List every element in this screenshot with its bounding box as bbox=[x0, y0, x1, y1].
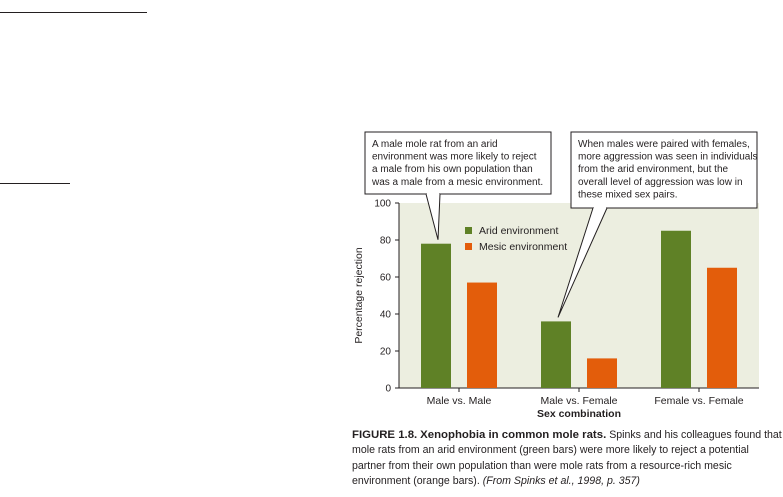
bar-mesic bbox=[707, 267, 737, 388]
figure-caption: FIGURE 1.8. Xenophobia in common mole ra… bbox=[352, 428, 782, 490]
y-tick-label: 40 bbox=[380, 310, 392, 321]
bar-mesic bbox=[587, 358, 617, 388]
callout-box bbox=[570, 131, 758, 209]
legend-swatch bbox=[465, 243, 472, 250]
legend-swatch bbox=[465, 227, 472, 234]
x-tick-label: Female vs. Female bbox=[654, 395, 743, 407]
caption-citation: (From Spinks et al., 1998, p. 357) bbox=[482, 475, 640, 488]
x-axis-title: Sex combination bbox=[537, 408, 621, 420]
bar-arid bbox=[541, 321, 571, 388]
x-tick-label: Male vs. Male bbox=[427, 395, 492, 407]
legend-label: Arid environment bbox=[479, 225, 558, 237]
y-tick-label: 0 bbox=[385, 384, 391, 395]
callout-text: environment was more likely to reject bbox=[372, 152, 537, 163]
bar-arid bbox=[661, 230, 691, 388]
y-tick-label: 80 bbox=[380, 236, 392, 247]
bar-chart: 0 20 40 60 80 100 Male vs. Male Male vs. Female… bbox=[353, 131, 759, 420]
callout-text: these mixed sex pairs. bbox=[578, 189, 678, 200]
callout-text: overall level of aggression was low in bbox=[578, 177, 743, 188]
callout-text: a male from his own population than bbox=[372, 164, 533, 175]
callout-text: When males were paired with females, bbox=[578, 139, 750, 150]
callout-pointer bbox=[557, 207, 608, 318]
callout-text: A male mole rat from an arid bbox=[372, 139, 498, 150]
plot-background bbox=[399, 203, 759, 388]
y-tick-label: 60 bbox=[380, 273, 392, 284]
caption-body: Spinks and his colleagues found that mol… bbox=[352, 429, 782, 488]
figure-label: FIGURE 1.8. bbox=[352, 429, 418, 441]
callout-text: was a male from a mesic environment. bbox=[371, 177, 543, 188]
y-tick-label: 100 bbox=[374, 199, 391, 210]
y-tick-label: 20 bbox=[380, 347, 392, 358]
divider-line bbox=[0, 183, 70, 184]
bar-mesic bbox=[467, 282, 497, 388]
callout-box bbox=[364, 131, 552, 195]
y-axis-title: Percentage rejection bbox=[353, 247, 365, 343]
legend-label: Mesic environment bbox=[479, 241, 567, 253]
callout-pointer bbox=[425, 193, 441, 240]
callout-text: more aggression was seen in individuals bbox=[578, 152, 758, 163]
divider-line bbox=[0, 12, 147, 13]
callout-text: from the arid environment, but the bbox=[578, 164, 729, 175]
bar-arid bbox=[421, 243, 451, 388]
x-tick-label: Male vs. Female bbox=[540, 395, 617, 407]
figure-title: Xenophobia in common mole rats. bbox=[420, 429, 607, 441]
